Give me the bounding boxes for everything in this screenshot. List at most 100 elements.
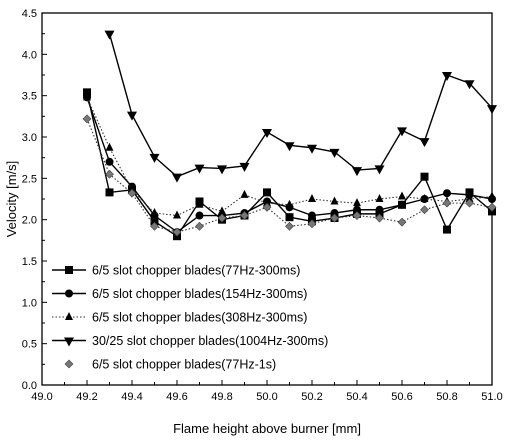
series-4-point [217,165,227,175]
series-5-point [172,227,182,237]
series-3-point [173,210,181,219]
series-3-point [488,191,496,200]
series-5-point [487,202,497,212]
series-3-point [353,198,361,207]
x-tick-label: 49.2 [76,391,97,403]
y-axis-label: Velocity [m/s] [4,161,19,238]
series-4-point [104,30,115,40]
series-2-point [195,211,204,220]
legend-marker [64,359,74,369]
series-3-point [195,199,204,208]
series-4-point [262,129,272,139]
y-tick-label: 4.5 [22,8,37,20]
series-3-point [285,199,294,208]
series-3-point [330,196,339,205]
series-5-point [195,221,204,231]
y-tick-label: 1.0 [22,297,37,309]
x-tick-label: 50.2 [301,391,322,403]
y-tick-label: 2.0 [22,215,37,227]
series-5-point [285,221,294,231]
series-layer [82,30,497,241]
x-tick-label: 49.0 [31,391,52,403]
series-5-point [352,211,362,220]
series-5-point [217,213,227,223]
x-tick-label: 50.8 [436,391,457,403]
series-3-point [240,189,249,198]
series-3-point [465,194,474,202]
series-3-point [83,92,91,101]
series-4-point [442,72,452,81]
series-4-point [172,173,182,183]
series-4-point [397,127,407,137]
series-1-point [105,188,114,197]
x-tick-label: 50.4 [346,391,367,403]
series-2-point [308,211,316,220]
series-4-point [307,144,317,154]
series-5-point [442,198,452,208]
series-5-point [262,202,272,212]
series-2-point [375,205,384,214]
series-4-line [108,33,493,178]
y-tick-label: 3.0 [22,132,37,144]
series-1-point [285,213,294,222]
series-4-point [352,167,362,177]
series-4-point [149,153,160,163]
series-2-point [105,157,114,166]
x-axis: 49.0 49.2 49.4 49.6 49.8 50.0 50.2 50.4 50.6 50.8… [31,380,503,403]
legend-label: 6/5 slot chopper blades(308Hz-300ms) [92,311,307,325]
series-3-point [420,194,429,202]
x-tick-label: 49.4 [121,391,142,403]
series-3-point [375,194,384,202]
series-5-point [105,169,114,179]
legend-label: 6/5 slot chopper blades(77Hz-1s) [92,358,276,372]
series-4-point [127,111,137,121]
series-3-point [398,191,406,200]
series-5-point [420,205,429,215]
legend-item: 6/5 slot chopper blades(77Hz-300ms) [52,264,300,278]
series-4-point [464,80,475,90]
legend-marker [64,337,74,347]
series-2-point [398,200,406,209]
series-3-point [150,208,159,217]
series-5-point [465,198,474,208]
series-5-point [127,188,137,198]
series-5-point [240,211,249,220]
legend-label: 30/25 slot chopper blades(1004Hz-300ms) [92,334,328,348]
x-tick-label: 50.0 [256,391,277,403]
series-2-point [443,189,451,198]
y-tick-label: 2.5 [22,173,37,185]
series-2-point [330,209,339,218]
x-tick-label: 51.0 [481,391,502,403]
y-tick-label: 3.5 [22,91,37,103]
series-1-point [150,217,159,226]
series-5-point [150,221,159,231]
y-tick-label: 4.0 [22,49,37,61]
x-tick-label: 50.6 [391,391,412,403]
series-4 [104,30,497,183]
y-axis: 0.0 0.5 1.0 1.5 2.0 2.5 3.0 3.5 4.0 4.5 [22,8,47,392]
y-tick-label: 0.5 [22,339,37,351]
series-4-point [329,148,340,158]
series-4-point [284,142,295,152]
series-4-point [374,165,385,175]
series-1-point [420,172,429,181]
legend-item: 6/5 slot chopper blades(308Hz-300ms) [52,311,307,325]
x-tick-label: 49.8 [211,391,232,403]
legend: 6/5 slot chopper blades(77Hz-300ms) 6/5 s… [52,264,328,372]
legend-item: 30/25 slot chopper blades(1004Hz-300ms) [52,334,328,348]
x-tick-label: 49.6 [166,391,187,403]
y-tick-label: 0.0 [22,380,37,392]
legend-marker [65,266,73,274]
series-2-point [353,205,361,214]
series-1-point [263,188,271,197]
series-4-point [239,162,250,172]
legend-marker [65,289,73,298]
series-5-point [307,219,317,229]
series-3-point [218,206,226,215]
series-5-point [82,114,92,124]
series-4-point [487,105,497,115]
series-3-point [263,198,271,207]
series-4-point [419,138,430,148]
x-axis-label: Flame height above burner [mm] [173,421,361,436]
